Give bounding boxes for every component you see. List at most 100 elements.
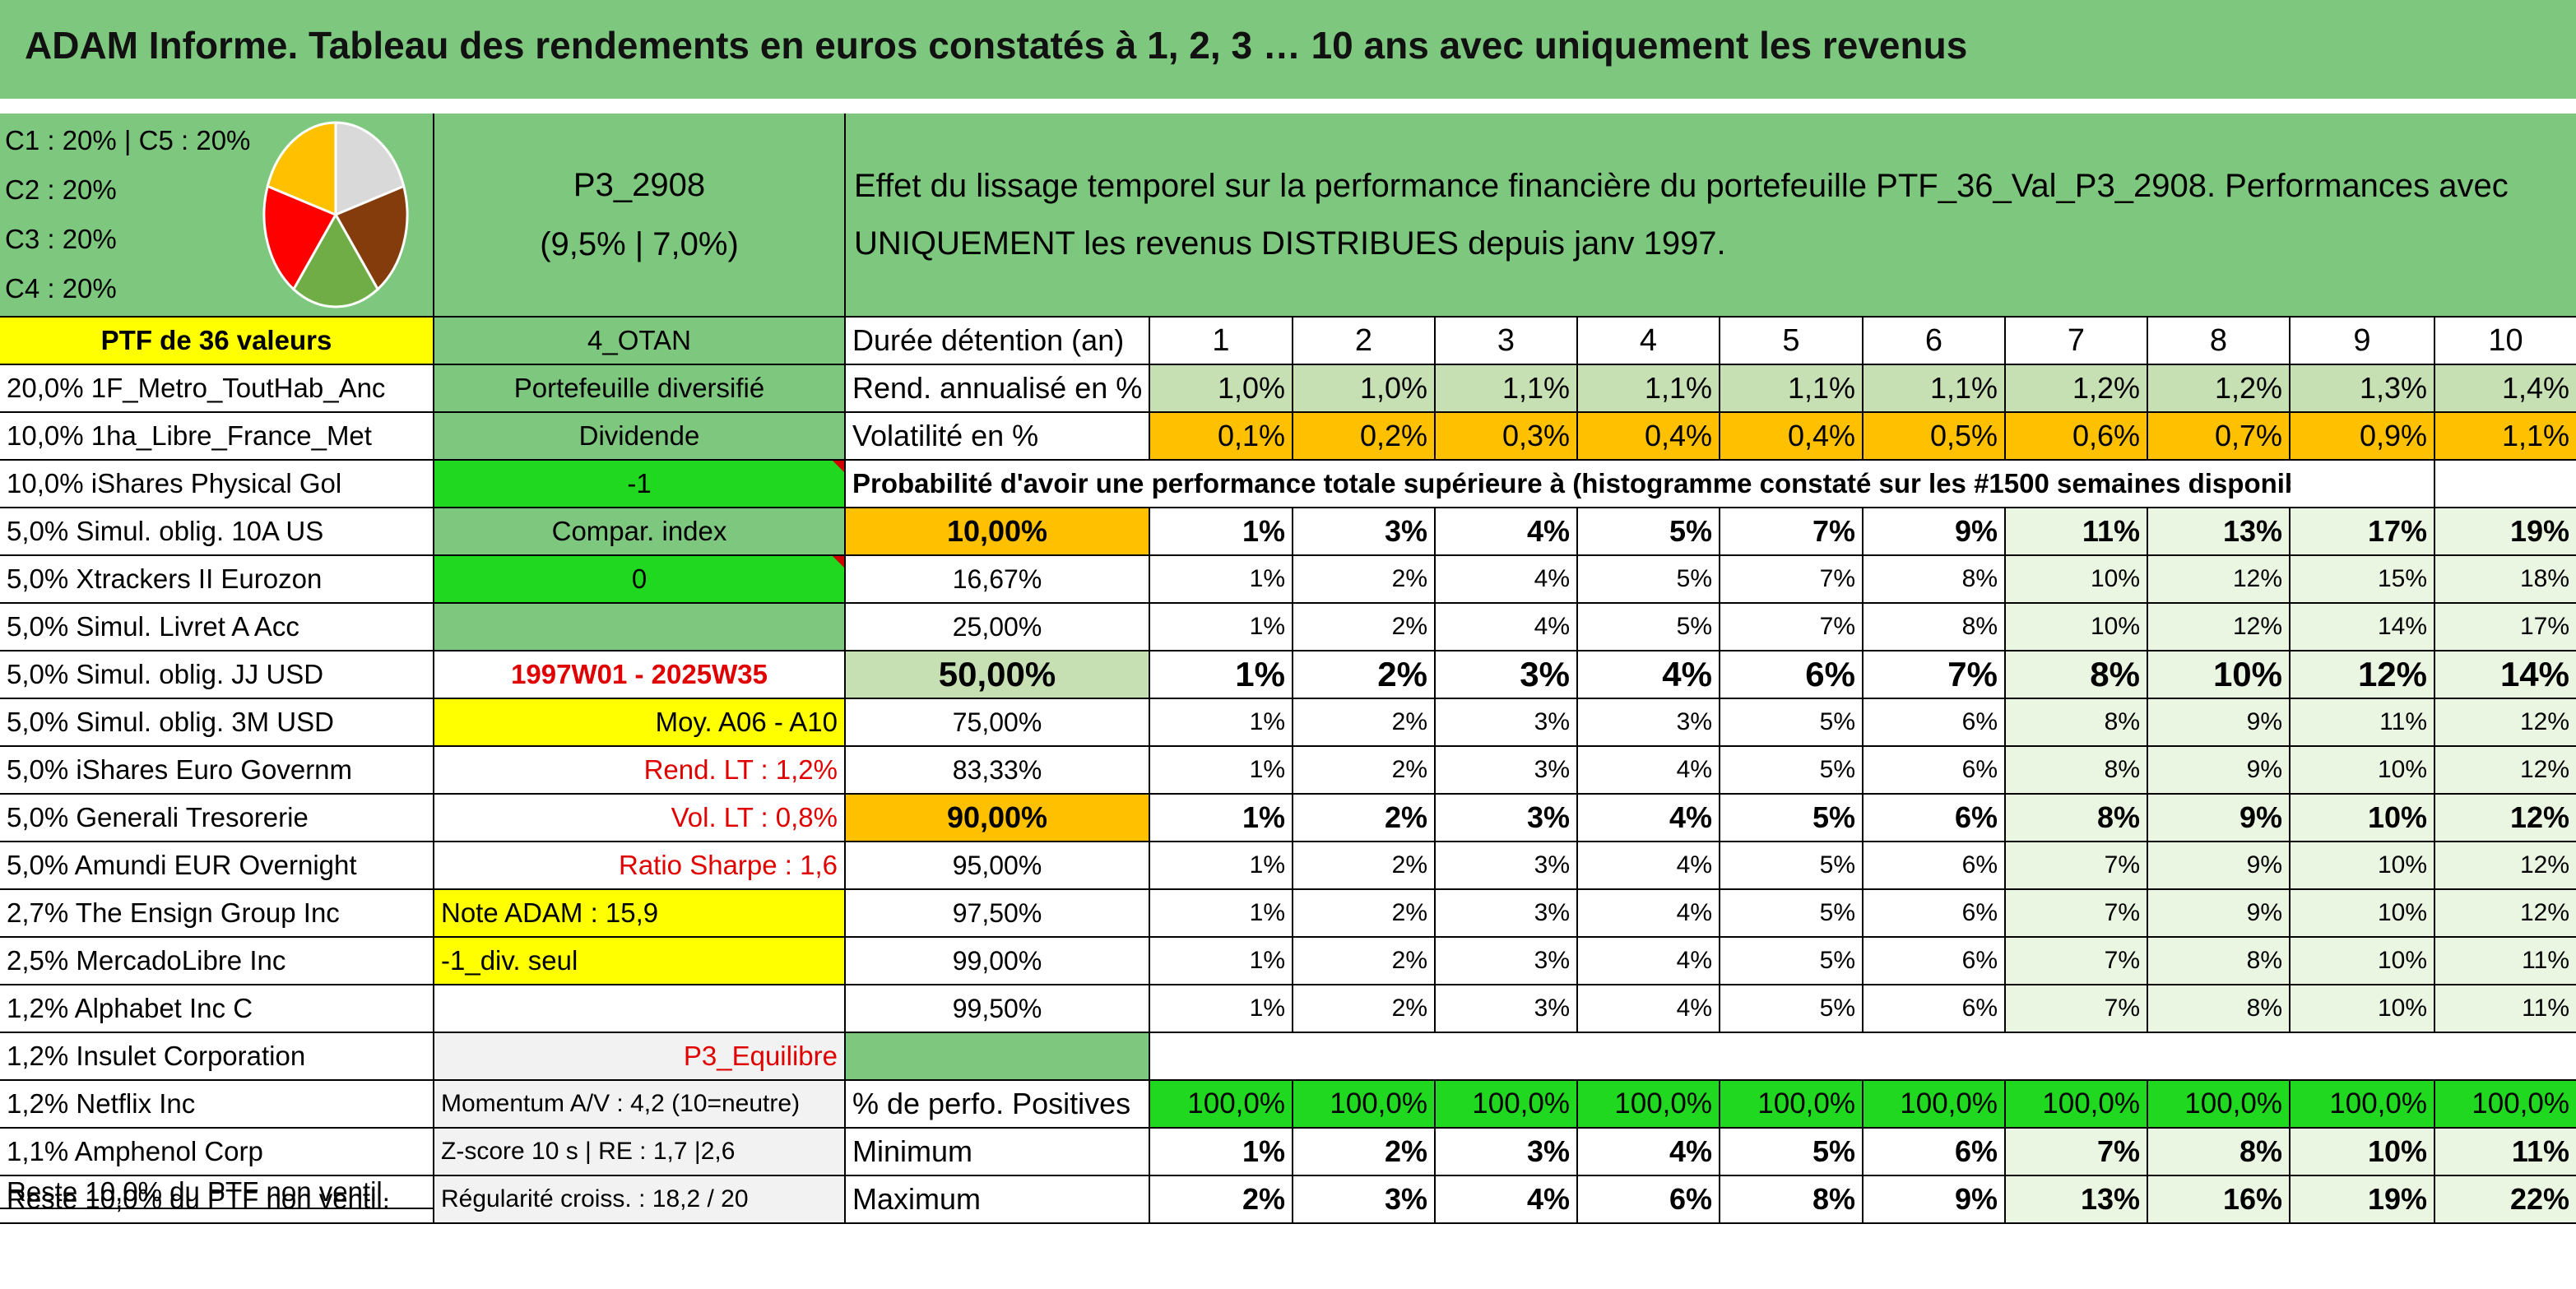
pie-slice-c4 (262, 184, 338, 292)
pie-slice-c1 (334, 121, 406, 217)
max-value: 19% (2291, 1176, 2435, 1224)
quantile-value: 11% (2006, 508, 2148, 556)
quantile-value: 8% (2148, 938, 2291, 985)
quantile-value: 7% (2006, 938, 2148, 985)
year-header: 5 (1720, 318, 1864, 365)
info-equilibre: P3_Equilibre (434, 1033, 846, 1081)
pos-value: 100,0% (2148, 1081, 2291, 1129)
quantile-value: 2% (1293, 699, 1436, 747)
min-value: 11% (2435, 1129, 2576, 1176)
ptf-header: PTF de 36 valeurs (0, 318, 434, 365)
rend-label: Rend. annualisé en % (846, 365, 1150, 413)
quantile-value: 1% (1150, 556, 1293, 604)
quantile-value: 7% (1720, 508, 1864, 556)
quantile-value: 3% (1436, 699, 1578, 747)
min-value: 7% (2006, 1129, 2148, 1176)
quantile-value: 4% (1578, 747, 1720, 795)
quantile-value: 12% (2435, 795, 2576, 842)
quantile-value: 7% (1720, 556, 1864, 604)
year-header: 2 (1293, 318, 1436, 365)
quantile-value: 12% (2148, 604, 2291, 651)
holding-row: 5,0% Amundi EUR Overnight (0, 842, 434, 890)
vol-value: 0,5% (1864, 413, 2006, 461)
rend-value: 1,0% (1150, 365, 1293, 413)
quantile-value: 1% (1150, 890, 1293, 938)
min-value: 2% (1293, 1129, 1436, 1176)
holding-row: 1,2% Alphabet Inc C (0, 985, 434, 1033)
quantile-value: 2% (1293, 985, 1436, 1033)
holding-row: 10,0% 1ha_Libre_France_Met (0, 413, 434, 461)
quantile-value: 7% (2006, 842, 2148, 890)
holding-row: 20,0% 1F_Metro_ToutHab_Anc (0, 365, 434, 413)
info-dividende: Dividende (434, 413, 846, 461)
year-header: 7 (2006, 318, 2148, 365)
quantile-value: 14% (2435, 651, 2576, 699)
quantile-value: 10% (2006, 556, 2148, 604)
quantile-value: 2% (1293, 795, 1436, 842)
allocation-pie-chart (262, 121, 409, 308)
quantile-value: 8% (2006, 699, 2148, 747)
quantile-value: 1% (1150, 985, 1293, 1033)
quantile-value: 6% (1864, 985, 2006, 1033)
quantile-value: 5% (1720, 938, 1864, 985)
quantile-value: 4% (1436, 508, 1578, 556)
max-value: 3% (1293, 1176, 1436, 1224)
rend-value: 1,1% (1720, 365, 1864, 413)
quantile-value: 8% (1864, 604, 2006, 651)
max-value: 2% (1150, 1176, 1293, 1224)
rend-value: 1,0% (1293, 365, 1436, 413)
info-moy: Moy. A06 - A10 (434, 699, 846, 747)
quantile-value: 6% (1864, 890, 2006, 938)
holding-row: 10,0% iShares Physical Gol (0, 461, 434, 508)
quantile-value: 4% (1578, 890, 1720, 938)
holding-row: 5,0% Xtrackers II Eurozon (0, 556, 434, 604)
vol-value: 0,3% (1436, 413, 1578, 461)
quantile-value: 12% (2435, 842, 2576, 890)
quantile-value: 7% (1720, 604, 1864, 651)
quantile-value: 4% (1436, 556, 1578, 604)
info-period: 1997W01 - 2025W35 (434, 651, 846, 699)
vol-value: 0,9% (2291, 413, 2435, 461)
quantile-label: 83,33% (846, 747, 1150, 795)
otan-label: 4_OTAN (434, 318, 846, 365)
quantile-value: 10% (2006, 604, 2148, 651)
max-value: 9% (1864, 1176, 2006, 1224)
quantile-value: 4% (1578, 651, 1720, 699)
quantile-label: 95,00% (846, 842, 1150, 890)
quantile-value: 19% (2435, 508, 2576, 556)
pos-value: 100,0% (1720, 1081, 1864, 1129)
quantile-value: 1% (1150, 508, 1293, 556)
info-compar-index: Compar. index (434, 508, 846, 556)
quantile-value: 3% (1436, 795, 1578, 842)
min-value: 5% (1720, 1129, 1864, 1176)
quantile-value: 2% (1293, 651, 1436, 699)
quantile-value: 12% (2291, 651, 2435, 699)
year-header: 3 (1436, 318, 1578, 365)
quantile-value: 10% (2291, 795, 2435, 842)
quantile-value: 12% (2148, 556, 2291, 604)
quantile-value: 9% (2148, 842, 2291, 890)
pos-label: % de perfo. Positives (846, 1081, 1150, 1129)
pos-value: 100,0% (1864, 1081, 2006, 1129)
quantile-value: 10% (2291, 747, 2435, 795)
info-momentum: Momentum A/V : 4,2 (10=neutre) (434, 1081, 846, 1129)
year-header: 6 (1864, 318, 2006, 365)
vol-value: 1,1% (2435, 413, 2576, 461)
quantile-value: 1% (1150, 747, 1293, 795)
vol-label: Volatilité en % (846, 413, 1150, 461)
allocation-legend-item: C4 : 20% (5, 273, 117, 304)
quantile-value: 1% (1150, 842, 1293, 890)
info-minus-one: -1 (434, 461, 846, 508)
quantile-value: 9% (2148, 747, 2291, 795)
year-header: 10 (2435, 318, 2576, 365)
profile-params: (9,5% | 7,0%) (540, 226, 739, 262)
quantile-value: 8% (2006, 795, 2148, 842)
quantile-value: 5% (1720, 890, 1864, 938)
quantile-value: 2% (1293, 604, 1436, 651)
info-sharpe: Ratio Sharpe : 1,6 (434, 842, 846, 890)
quantile-value: 5% (1720, 842, 1864, 890)
year-header: 4 (1578, 318, 1720, 365)
quantile-value: 7% (2006, 985, 2148, 1033)
info-type: Portefeuille diversifié (434, 365, 846, 413)
quantile-value: 5% (1720, 747, 1864, 795)
